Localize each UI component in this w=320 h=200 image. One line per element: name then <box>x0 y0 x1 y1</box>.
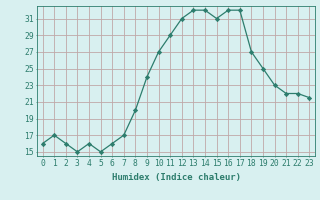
X-axis label: Humidex (Indice chaleur): Humidex (Indice chaleur) <box>111 173 241 182</box>
